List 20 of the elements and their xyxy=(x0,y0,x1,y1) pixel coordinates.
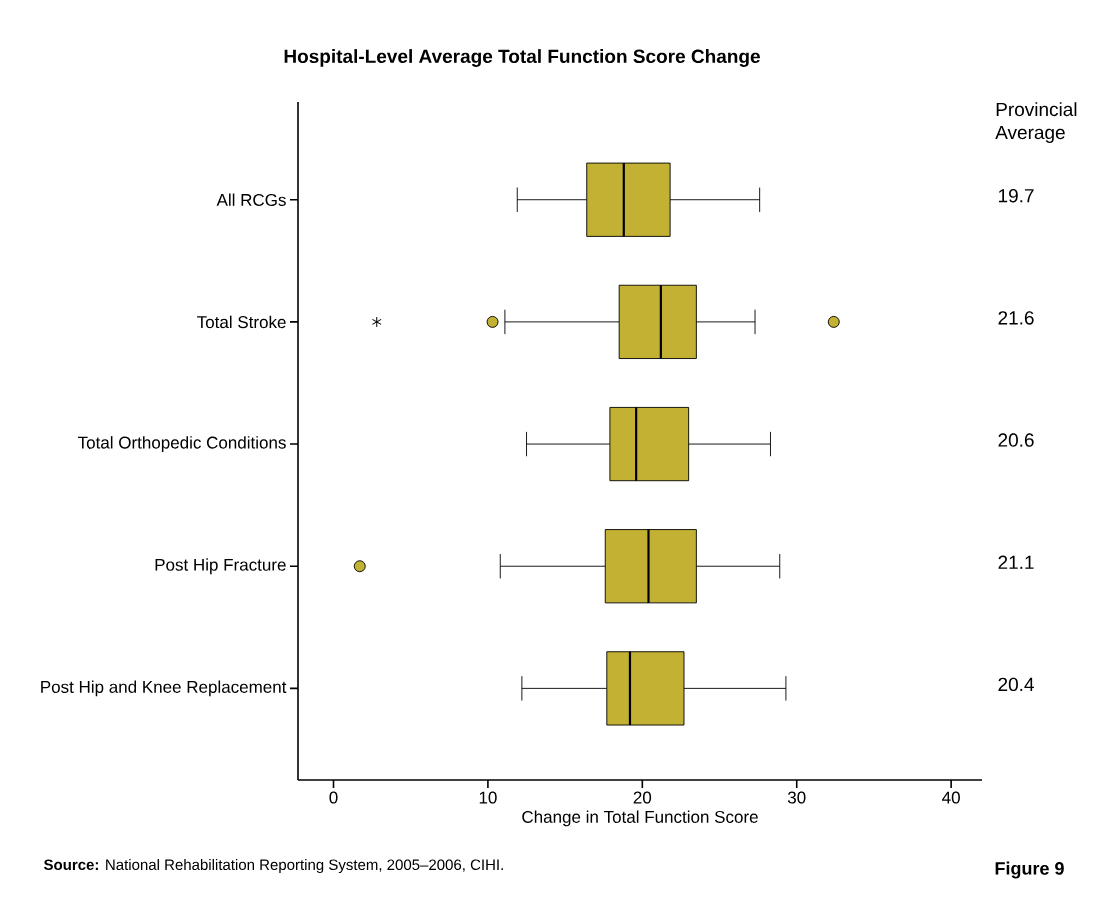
y-tick-label: Total Orthopedic Conditions xyxy=(78,436,286,452)
x-tick-label: 20 xyxy=(633,791,652,804)
chart-title: Hospital-Level Average Total Function Score Change xyxy=(284,49,760,67)
text: 20.6 xyxy=(998,433,1034,447)
x-tick-label: 10 xyxy=(479,791,497,804)
x-tick-label: 40 xyxy=(942,791,960,804)
text: 21.1 xyxy=(998,555,1034,569)
y-tick-label: Total Stroke xyxy=(197,315,286,329)
text: 19.7 xyxy=(998,189,1034,203)
text: 20.4 xyxy=(998,677,1034,692)
x-axis-title: Change in Total Function Score xyxy=(522,810,758,827)
y-tick-label: Post Hip Fracture xyxy=(155,558,286,575)
y-tick-label: All RCGs xyxy=(216,193,286,206)
text: 21.6 xyxy=(998,311,1034,325)
text: Provincial Average xyxy=(995,102,1077,143)
x-tick-label: 0 xyxy=(329,791,338,804)
caption: Figure 9 xyxy=(995,861,1064,879)
y-tick-label: Post Hip and Knee Replacement xyxy=(41,680,287,697)
text: Source: National Rehabilitation Reporting System, 2005–2006, CIHI. xyxy=(43,859,503,873)
x-tick-label: 30 xyxy=(787,791,806,804)
